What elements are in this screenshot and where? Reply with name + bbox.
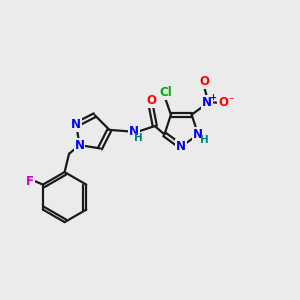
Text: Cl: Cl	[159, 86, 172, 99]
Text: H: H	[200, 135, 209, 145]
Text: +: +	[209, 92, 216, 101]
Text: F: F	[26, 175, 34, 188]
Text: O: O	[146, 94, 156, 107]
Text: N: N	[129, 125, 139, 138]
Text: H: H	[134, 133, 143, 143]
Text: O: O	[200, 75, 210, 88]
Text: N: N	[74, 139, 85, 152]
Text: N: N	[202, 96, 212, 109]
Text: O: O	[218, 96, 228, 110]
Text: N: N	[176, 140, 186, 153]
Text: N: N	[193, 128, 203, 141]
Text: ⁻: ⁻	[228, 96, 234, 106]
Text: N: N	[71, 118, 81, 131]
